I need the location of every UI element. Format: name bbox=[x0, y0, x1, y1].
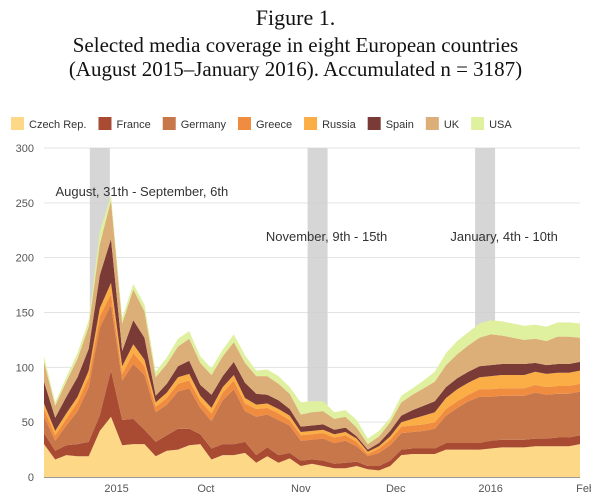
y-tick-label: 250 bbox=[16, 198, 34, 210]
legend-label: USA bbox=[489, 119, 512, 131]
legend-label: Spain bbox=[386, 119, 414, 131]
annotation-label: January, 4th - 10th bbox=[450, 229, 557, 244]
legend-swatch bbox=[98, 117, 112, 130]
series-area bbox=[44, 416, 580, 477]
axes: 2015 Oct Nov Dec 2016 Feb bbox=[104, 483, 591, 495]
legend: Czech Rep. France Germany Greece Russia Spain… bbox=[11, 117, 512, 131]
legend-swatch bbox=[425, 117, 439, 130]
y-tick-label: 0 bbox=[28, 472, 34, 484]
annotation-label: August, 31th - September, 6th bbox=[55, 184, 228, 199]
x-tick-label: 2015 bbox=[104, 483, 128, 495]
x-tick-label: Oct bbox=[197, 483, 214, 495]
x-tick-label: Nov bbox=[291, 483, 311, 495]
legend-swatch bbox=[237, 117, 251, 130]
legend-swatch bbox=[367, 117, 381, 130]
figure-number: Figure 1. bbox=[255, 5, 336, 30]
highlight-band bbox=[307, 148, 328, 477]
x-tick-label: Feb bbox=[576, 483, 591, 495]
legend-label: Greece bbox=[256, 119, 292, 131]
legend-label: UK bbox=[444, 119, 460, 131]
x-tick-label: 2016 bbox=[478, 483, 502, 495]
y-tick-label: 150 bbox=[16, 308, 34, 320]
series-area bbox=[44, 370, 580, 471]
chart-title: Selected media coverage in eight Europea… bbox=[72, 33, 519, 57]
chart-subtitle: (August 2015–January 2016). Accumulated … bbox=[68, 57, 523, 81]
legend-label: Czech Rep. bbox=[29, 119, 86, 131]
legend-label: Russia bbox=[322, 119, 357, 131]
series-area bbox=[44, 304, 580, 466]
annotation-label: November, 9th - 15th bbox=[266, 229, 387, 244]
annotations: August, 31th - September, 6th November, 9… bbox=[55, 184, 557, 244]
y-tick-label: 300 bbox=[16, 143, 34, 155]
y-tick-label: 200 bbox=[16, 253, 34, 265]
legend-swatch bbox=[162, 117, 176, 130]
legend-label: Germany bbox=[181, 119, 227, 131]
area-series bbox=[44, 195, 580, 477]
y-tick-label: 100 bbox=[16, 362, 34, 374]
legend-label: France bbox=[116, 119, 150, 131]
y-tick-label: 50 bbox=[22, 417, 34, 429]
x-tick-label: Dec bbox=[386, 483, 406, 495]
legend-swatch bbox=[471, 117, 485, 130]
legend-swatch bbox=[11, 117, 24, 130]
legend-swatch bbox=[304, 117, 318, 130]
